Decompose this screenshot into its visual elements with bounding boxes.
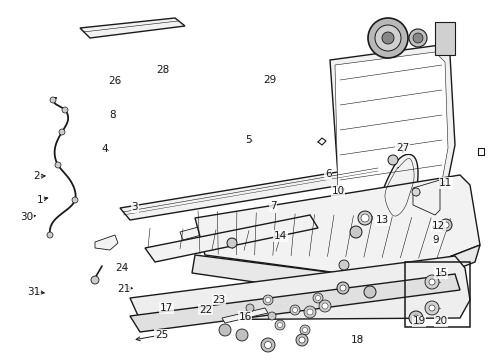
- Circle shape: [339, 260, 349, 270]
- Text: 20: 20: [435, 316, 447, 327]
- Circle shape: [409, 311, 423, 325]
- Polygon shape: [130, 274, 460, 332]
- Text: 8: 8: [109, 110, 116, 120]
- Circle shape: [368, 18, 408, 58]
- Circle shape: [337, 282, 349, 294]
- Circle shape: [91, 276, 99, 284]
- Circle shape: [277, 323, 283, 328]
- Polygon shape: [435, 22, 455, 55]
- Circle shape: [307, 309, 313, 315]
- Circle shape: [296, 334, 308, 346]
- Text: 27: 27: [396, 143, 410, 153]
- Text: 30: 30: [21, 212, 33, 222]
- Polygon shape: [145, 215, 318, 262]
- Circle shape: [413, 315, 419, 321]
- Polygon shape: [80, 18, 185, 38]
- Polygon shape: [330, 45, 455, 205]
- Text: 1: 1: [37, 195, 44, 205]
- Circle shape: [290, 305, 300, 315]
- Circle shape: [59, 129, 65, 135]
- Circle shape: [425, 275, 439, 289]
- Text: 12: 12: [432, 221, 445, 231]
- Text: 24: 24: [115, 263, 128, 273]
- Text: 25: 25: [155, 330, 169, 340]
- Polygon shape: [222, 308, 268, 323]
- Circle shape: [300, 325, 310, 335]
- Circle shape: [62, 107, 68, 113]
- Circle shape: [429, 305, 435, 311]
- Circle shape: [382, 32, 394, 44]
- Text: 23: 23: [212, 294, 226, 305]
- Text: 16: 16: [238, 312, 252, 322]
- Circle shape: [72, 197, 78, 203]
- Circle shape: [358, 211, 372, 225]
- Circle shape: [275, 320, 285, 330]
- Circle shape: [227, 238, 237, 248]
- Circle shape: [412, 188, 420, 196]
- Text: 7: 7: [270, 201, 277, 211]
- Polygon shape: [413, 180, 440, 215]
- Text: 3: 3: [131, 202, 138, 212]
- Circle shape: [413, 33, 423, 43]
- Circle shape: [429, 279, 435, 285]
- Text: 21: 21: [117, 284, 131, 294]
- Circle shape: [361, 214, 369, 222]
- Polygon shape: [335, 52, 448, 200]
- Circle shape: [293, 307, 297, 312]
- Text: 26: 26: [108, 76, 122, 86]
- Text: 18: 18: [351, 335, 365, 345]
- Text: 5: 5: [245, 135, 252, 145]
- Circle shape: [246, 304, 254, 312]
- Circle shape: [443, 222, 449, 228]
- Circle shape: [236, 329, 248, 341]
- Text: 6: 6: [325, 169, 332, 179]
- Text: 13: 13: [375, 215, 389, 225]
- Text: 28: 28: [156, 65, 170, 75]
- Text: 2: 2: [33, 171, 40, 181]
- Circle shape: [268, 312, 276, 320]
- Polygon shape: [195, 175, 480, 280]
- Circle shape: [299, 337, 305, 343]
- Polygon shape: [382, 154, 418, 220]
- Circle shape: [219, 324, 231, 336]
- Circle shape: [350, 226, 362, 238]
- Polygon shape: [192, 245, 480, 300]
- Text: 15: 15: [434, 268, 448, 278]
- Circle shape: [50, 97, 56, 103]
- Circle shape: [340, 285, 346, 291]
- Circle shape: [47, 232, 53, 238]
- Text: 22: 22: [199, 305, 213, 315]
- Circle shape: [302, 328, 308, 333]
- Circle shape: [316, 296, 320, 301]
- Circle shape: [388, 155, 398, 165]
- Text: 4: 4: [101, 144, 108, 154]
- Polygon shape: [120, 165, 385, 220]
- Circle shape: [55, 162, 61, 168]
- Polygon shape: [180, 226, 205, 240]
- Circle shape: [322, 303, 328, 309]
- Circle shape: [375, 25, 401, 51]
- Text: 31: 31: [26, 287, 40, 297]
- Circle shape: [425, 301, 439, 315]
- Circle shape: [266, 297, 270, 302]
- Circle shape: [364, 286, 376, 298]
- Circle shape: [440, 219, 452, 231]
- Circle shape: [263, 295, 273, 305]
- Circle shape: [304, 306, 316, 318]
- Circle shape: [319, 300, 331, 312]
- Circle shape: [409, 29, 427, 47]
- Circle shape: [265, 342, 271, 348]
- Circle shape: [313, 293, 323, 303]
- Bar: [405, 262, 470, 327]
- Text: 19: 19: [412, 316, 426, 327]
- Text: 17: 17: [160, 303, 173, 313]
- Text: 14: 14: [274, 231, 288, 241]
- Text: 29: 29: [263, 75, 276, 85]
- Text: 11: 11: [439, 178, 453, 188]
- Polygon shape: [130, 256, 470, 320]
- Text: 10: 10: [332, 186, 344, 196]
- Circle shape: [261, 338, 275, 352]
- Text: 9: 9: [433, 235, 440, 246]
- Polygon shape: [95, 235, 118, 250]
